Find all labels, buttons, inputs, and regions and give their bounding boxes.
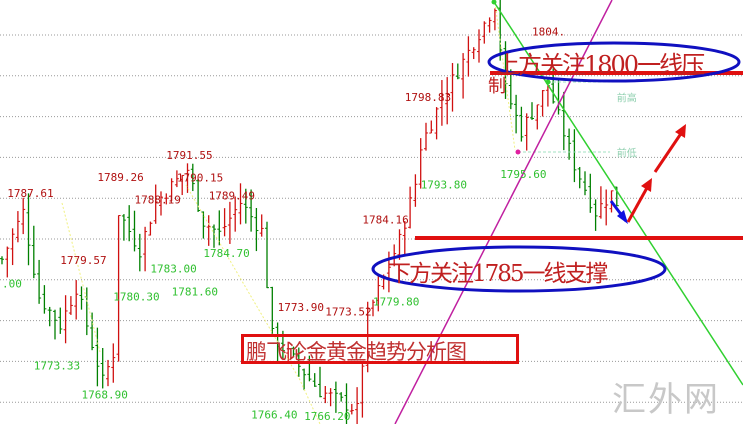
price-label: 1773.90 — [278, 301, 324, 314]
price-label: 1791.55 — [166, 149, 212, 162]
price-label: 1781.60 — [172, 286, 218, 299]
red-arrow-head — [641, 178, 652, 192]
price-label: 1779.80 — [373, 295, 419, 308]
resistance-text-2: 制 — [488, 76, 506, 97]
trend-point — [545, 79, 551, 85]
swing-line — [185, 184, 321, 424]
note-label: 前高 — [617, 92, 637, 105]
note-label: 前低 — [617, 146, 637, 159]
price-label: 1773.52 — [325, 306, 371, 319]
watermark: 汇外网 — [612, 380, 720, 420]
support-ellipse — [371, 245, 667, 293]
price-label: 1798.83 — [405, 91, 451, 104]
chart-title-box — [241, 334, 519, 364]
red-arrow — [626, 185, 650, 223]
price-label: 1779.57 — [60, 254, 106, 267]
red-arrow-head — [675, 124, 686, 138]
down-trend-line — [493, 1, 743, 386]
price-label: 1780.30 — [113, 291, 159, 304]
up-trend-line — [394, 0, 613, 424]
red-arrow — [653, 131, 684, 173]
price-label: 1804. — [532, 25, 565, 38]
price-label: 1789.26 — [97, 171, 143, 184]
swing-line — [61, 202, 101, 353]
chart-title: 鹏飞论金黄金趋势分析图 — [246, 340, 467, 364]
price-label: 1789.49 — [209, 189, 255, 202]
price-label: 1790.15 — [177, 172, 223, 185]
price-label: 1793.80 — [421, 178, 467, 191]
trend-point — [515, 149, 521, 155]
price-label: 1766.40 — [251, 408, 297, 421]
support-text: 下方关注1785一线支撑 — [388, 261, 609, 287]
resistance-text: 上方关注1800一线压 — [496, 51, 705, 79]
price-label: 1768.90 — [82, 389, 128, 402]
price-label: 1788.19 — [135, 193, 181, 206]
price-label: 1766.20 — [304, 410, 350, 423]
trend-point — [491, 0, 497, 5]
price-label: 1773.33 — [34, 359, 80, 372]
price-label: 1787.61 — [7, 187, 53, 200]
price-label: .00 — [2, 277, 22, 290]
blue-arrow-head — [617, 210, 628, 224]
price-label: 1783.00 — [150, 262, 196, 275]
swing-line — [494, 2, 516, 151]
resistance-ellipse — [487, 41, 741, 83]
price-label: 1784.16 — [362, 213, 408, 226]
price-label: 1795.60 — [500, 168, 546, 181]
price-label: 1784.70 — [203, 247, 249, 260]
